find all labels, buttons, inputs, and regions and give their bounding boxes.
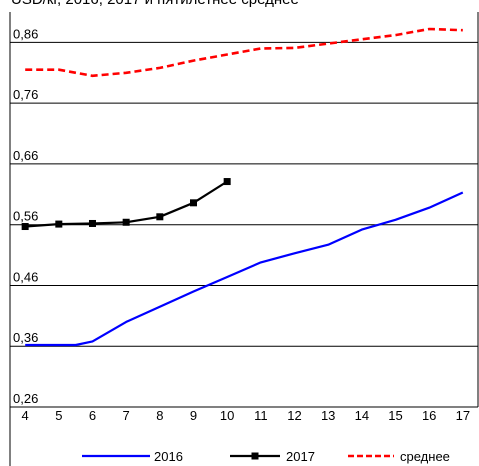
x-tick-label: 4 bbox=[22, 408, 29, 423]
data-point bbox=[223, 178, 231, 186]
x-axis: 4 5 6 7 8 9 10 11 12 13 14 15 16 17 bbox=[22, 408, 471, 423]
x-tick-label: 10 bbox=[220, 408, 234, 423]
x-tick-label: 13 bbox=[321, 408, 335, 423]
x-tick-label: 17 bbox=[456, 408, 470, 423]
x-tick-label: 9 bbox=[190, 408, 197, 423]
legend-item-2016: 2016 bbox=[82, 449, 183, 464]
y-tick-label: 0,46 bbox=[13, 269, 38, 284]
x-tick-label: 11 bbox=[254, 408, 268, 423]
data-point bbox=[88, 219, 96, 227]
series-line-среднее bbox=[25, 27, 463, 78]
legend-marker bbox=[251, 452, 259, 460]
y-tick-label: 0,56 bbox=[13, 209, 38, 224]
chart-title: USD/кг, 2016, 2017 и пятилетнее среднее bbox=[11, 0, 299, 8]
y-tick-label: 0,66 bbox=[13, 148, 38, 163]
x-tick-label: 16 bbox=[422, 408, 436, 423]
legend-label: среднее bbox=[400, 449, 450, 464]
x-tick-label: 6 bbox=[89, 408, 96, 423]
data-point bbox=[189, 199, 197, 207]
legend-label: 2016 bbox=[154, 449, 183, 464]
legend-label: 2017 bbox=[286, 449, 315, 464]
y-tick-label: 0,36 bbox=[13, 330, 38, 345]
legend-item-2017: 2017 bbox=[230, 449, 315, 464]
y-axis: 0,26 0,36 0,46 0,56 0,66 0,76 0,86 bbox=[13, 26, 38, 406]
x-tick-label: 14 bbox=[355, 408, 369, 423]
data-point bbox=[122, 218, 130, 226]
data-point bbox=[55, 220, 63, 228]
x-tick-label: 12 bbox=[287, 408, 301, 423]
y-tick-label: 0,26 bbox=[13, 391, 38, 406]
plot-frame bbox=[9, 12, 479, 466]
legend-item-среднее: среднее bbox=[348, 449, 450, 464]
y-tick-label: 0,86 bbox=[13, 26, 38, 41]
x-tick-label: 5 bbox=[55, 408, 62, 423]
series-layer bbox=[21, 27, 464, 347]
grid-lines bbox=[10, 41, 478, 408]
data-point bbox=[156, 213, 164, 221]
y-tick-label: 0,76 bbox=[13, 87, 38, 102]
series-line-2016 bbox=[25, 191, 464, 347]
x-tick-label: 15 bbox=[388, 408, 402, 423]
x-tick-label: 7 bbox=[123, 408, 130, 423]
data-point bbox=[21, 223, 29, 231]
legend: 2016 2017 среднее bbox=[82, 449, 450, 464]
x-tick-label: 8 bbox=[156, 408, 163, 423]
